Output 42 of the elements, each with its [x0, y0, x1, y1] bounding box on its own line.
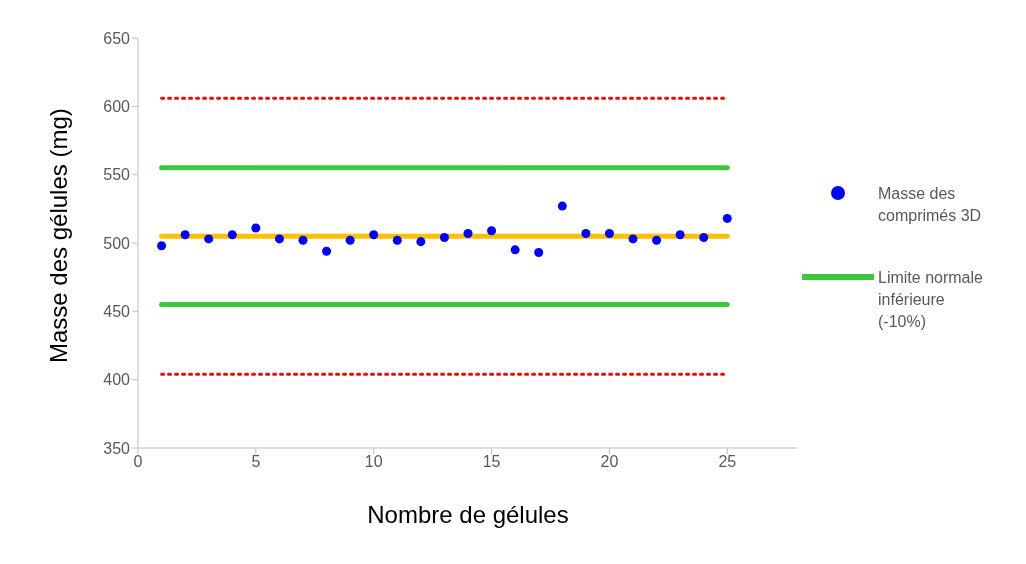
- point: [345, 235, 355, 245]
- point: [534, 248, 544, 258]
- x-axis-title: Nombre de gélules: [367, 501, 569, 528]
- y-tick-label: 650: [103, 29, 131, 47]
- point: [675, 230, 685, 240]
- point: [722, 213, 732, 223]
- x-tick-label: 20: [600, 453, 619, 471]
- point: [652, 235, 662, 245]
- point: [510, 245, 520, 255]
- x-tick-label: 15: [482, 453, 501, 471]
- point: [204, 234, 214, 244]
- y-axis-title: Masse des gélules (mg): [44, 108, 72, 363]
- point: [557, 201, 567, 211]
- point: [369, 230, 379, 240]
- y-tick-label: 450: [103, 303, 131, 321]
- legend-label: Masse des comprimés 3D: [878, 184, 983, 226]
- point: [251, 223, 261, 233]
- point: [487, 226, 497, 236]
- y-tick-label: 550: [103, 166, 131, 184]
- point: [298, 235, 308, 245]
- y-tick-label: 350: [103, 439, 131, 457]
- point: [227, 230, 237, 240]
- y-tick-label: 600: [103, 98, 131, 116]
- x-tick-label: 5: [251, 453, 261, 471]
- x-tick-label: 0: [133, 453, 143, 471]
- point: [180, 230, 190, 240]
- point: [463, 228, 473, 238]
- point: [581, 228, 591, 238]
- legend-label: Limite normale inférieure (-10%): [878, 268, 984, 332]
- point: [628, 234, 638, 244]
- point: [274, 234, 284, 244]
- point: [392, 235, 402, 245]
- x-tick-label: 25: [718, 453, 737, 471]
- y-tick-label: 400: [103, 371, 131, 389]
- point: [699, 233, 709, 243]
- point: [604, 228, 614, 238]
- point: [439, 233, 449, 243]
- point: [157, 241, 167, 251]
- point: [416, 237, 426, 247]
- y-tick-label: 500: [103, 234, 131, 252]
- x-tick-label: 10: [364, 453, 383, 471]
- point: [322, 246, 332, 256]
